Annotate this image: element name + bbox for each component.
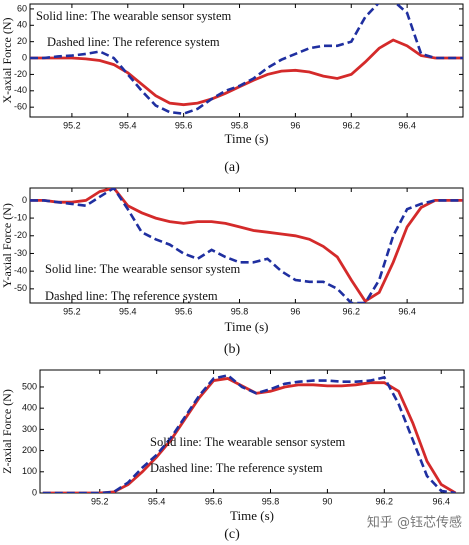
x-tick-label: 96 (290, 306, 300, 316)
x-tick-label: 95.2 (91, 496, 109, 506)
y-tick-label: 500 (22, 381, 37, 391)
annotation: Dashed line: The reference system (47, 35, 220, 49)
x-tick-label: 96 (290, 120, 300, 130)
y-tick-label: 300 (22, 424, 37, 434)
x-tick-label: 95.2 (63, 306, 81, 316)
y-tick-label: 200 (22, 445, 37, 455)
y-tick-label: -20 (14, 230, 27, 240)
y-tick-label: 20 (17, 36, 27, 46)
data-line (30, 188, 463, 303)
annotation: Solid line: The wearable sensor system (36, 9, 231, 23)
x-tick-label: 95.4 (148, 496, 166, 506)
y-tick-label: -30 (14, 248, 27, 258)
annotation: Dashed line: The reference system (45, 289, 218, 303)
x-axis-label: Time (s) (225, 131, 269, 146)
x-tick-label: 95.4 (119, 120, 137, 130)
y-tick-label: 0 (32, 487, 37, 497)
y-tick-label: 40 (17, 20, 27, 30)
x-tick-label: 96.4 (398, 306, 416, 316)
y-axis-label: Y-axial Force (N) (0, 203, 14, 288)
x-tick-label: 90 (322, 496, 332, 506)
caption: (b) (224, 342, 241, 357)
x-axis-label: Time (s) (225, 319, 269, 334)
y-tick-label: -10 (14, 212, 27, 222)
y-axis-label: X-axial Force (N) (0, 18, 14, 104)
y-tick-label: 0 (22, 52, 27, 62)
caption: (a) (224, 160, 240, 175)
y-tick-label: -40 (14, 266, 27, 276)
plot-frame (29, 187, 464, 304)
y-axis-label: Z-axial Force (N) (0, 389, 14, 474)
y-tick-label: 400 (22, 403, 37, 413)
y-tick-label: -20 (14, 69, 27, 79)
y-tick-label: -40 (14, 85, 27, 95)
y-tick-label: 0 (22, 195, 27, 205)
annotation: Solid line: The wearable sensor system (150, 435, 345, 449)
annotation: Solid line: The wearable sensor system (45, 262, 240, 276)
y-tick-label: -60 (14, 102, 27, 112)
x-tick-label: 95.2 (63, 120, 81, 130)
x-tick-label: 96.2 (342, 120, 360, 130)
x-tick-label: 96.4 (432, 496, 450, 506)
y-tick-label: -50 (14, 283, 27, 293)
data-line (30, 4, 463, 116)
x-tick-label: 95.6 (175, 120, 193, 130)
data-line (30, 38, 463, 107)
data-line (42, 373, 456, 493)
x-tick-label: 96.4 (398, 120, 416, 130)
y-tick-label: 100 (22, 466, 37, 476)
x-tick-label: 95.6 (175, 306, 193, 316)
x-tick-label: 95.8 (262, 496, 280, 506)
watermark: 知乎 @钰芯传感 (367, 515, 462, 531)
x-tick-label: 95.8 (231, 306, 249, 316)
data-line (30, 188, 463, 303)
y-tick-label: 60 (17, 3, 27, 13)
annotation: Dashed line: The reference system (150, 461, 323, 475)
x-tick-label: 96.2 (376, 496, 394, 506)
x-tick-label: 95.8 (231, 120, 249, 130)
caption: (c) (224, 527, 240, 542)
x-tick-label: 96.2 (342, 306, 360, 316)
x-axis-label: Time (s) (230, 508, 274, 523)
x-tick-label: 95.4 (119, 306, 137, 316)
x-tick-label: 95.6 (205, 496, 223, 506)
